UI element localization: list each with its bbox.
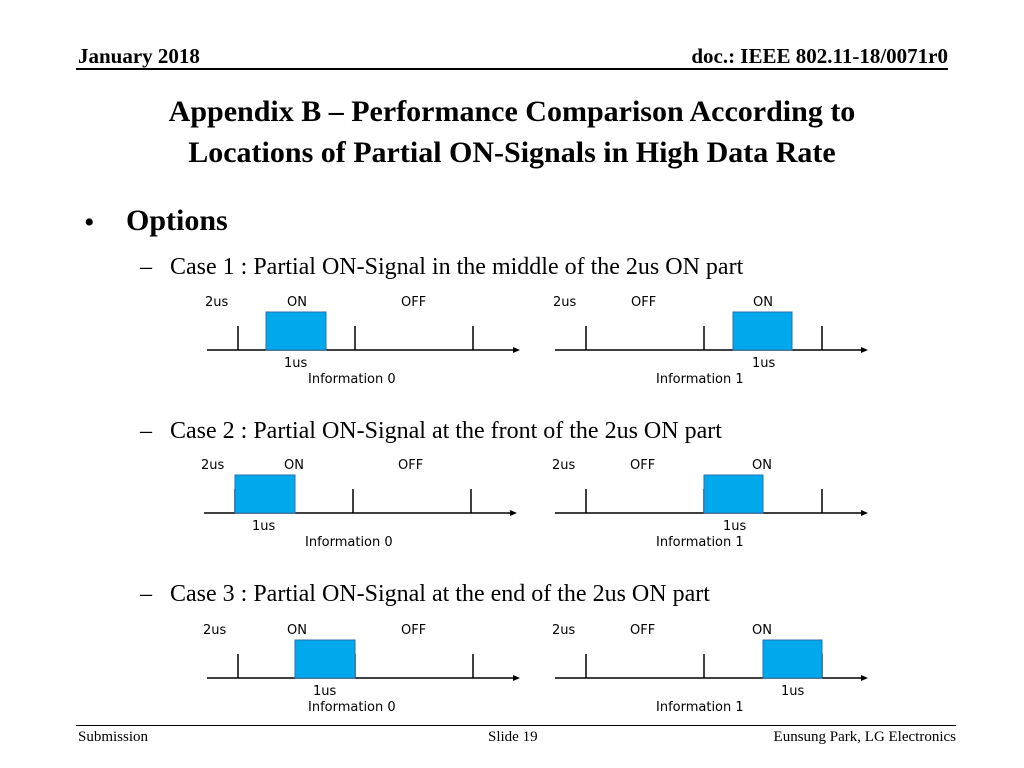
arrow-head-icon	[861, 675, 868, 681]
label-1us: 1us	[252, 519, 276, 534]
case-2-text: Case 2 : Partial ON-Signal at the front …	[170, 418, 722, 444]
bullet-marker: •	[84, 206, 95, 239]
label-1us: 1us	[284, 356, 308, 371]
label-2us: 2us	[552, 623, 576, 638]
label-2us: 2us	[552, 458, 576, 473]
case-3-diagram: 2us ON OFF 1us Information 0 2us OFF ON …	[195, 618, 875, 718]
footer-author: Eunsung Park, LG Electronics	[773, 729, 956, 745]
label-2us: 2us	[203, 623, 227, 638]
case-2-timing-svg: 2us ON OFF 1us Information 0 2us OFF ON …	[201, 458, 868, 550]
on-signal-pulse	[703, 474, 764, 514]
label-2us: 2us	[201, 458, 225, 473]
on-signal-pulse	[294, 639, 356, 679]
case-1-label: – Case 1 : Partial ON-Signal in the middl…	[140, 254, 744, 280]
case-3-label: – Case 3 : Partial ON-Signal at the end o…	[140, 581, 710, 607]
on-signal-pulse	[234, 474, 296, 514]
label-1us: 1us	[752, 356, 776, 371]
case-1-text: Case 1 : Partial ON-Signal in the middle…	[170, 254, 744, 280]
label-off: OFF	[401, 623, 426, 638]
slide-title-line-2: Locations of Partial ON-Signals in High …	[188, 136, 836, 169]
header-doc-id: doc.: IEEE 802.11-18/0071r0	[691, 44, 948, 68]
label-1us: 1us	[723, 519, 747, 534]
on-signal-pulse	[732, 311, 793, 351]
label-off: OFF	[631, 295, 656, 310]
label-off: OFF	[398, 458, 423, 473]
label-2us: 2us	[205, 295, 229, 310]
arrow-head-icon	[513, 675, 520, 681]
label-1us: 1us	[313, 684, 337, 699]
header-date: January 2018	[78, 44, 200, 68]
footer-submission: Submission	[78, 729, 149, 745]
label-on: ON	[287, 295, 307, 310]
arrow-head-icon	[510, 510, 517, 516]
label-on: ON	[752, 458, 772, 473]
header-divider	[76, 68, 948, 70]
on-signal-pulse	[762, 639, 823, 679]
footer-divider	[76, 725, 956, 726]
case-3-text: Case 3 : Partial ON-Signal at the end of…	[170, 581, 710, 607]
label-off: OFF	[630, 458, 655, 473]
label-off: OFF	[401, 295, 426, 310]
case-2-label: – Case 2 : Partial ON-Signal at the front…	[140, 418, 722, 444]
label-information-0: Information 0	[305, 535, 393, 550]
arrow-head-icon	[513, 347, 520, 353]
label-on: ON	[284, 458, 304, 473]
label-1us: 1us	[781, 684, 805, 699]
on-signal-pulse	[265, 311, 327, 351]
case-1-timing-svg: 2us ON OFF 1us Information 0 2us OFF ON …	[205, 295, 868, 387]
case-2-diagram: 2us ON OFF 1us Information 0 2us OFF ON …	[195, 453, 875, 553]
label-information-1: Information 1	[656, 535, 744, 550]
case-1-diagram: 2us ON OFF 1us Information 0 2us OFF ON …	[195, 290, 875, 390]
label-information-0: Information 0	[308, 700, 396, 715]
slide-title: Appendix B – Performance Comparison Acco…	[60, 91, 964, 173]
label-off: OFF	[630, 623, 655, 638]
label-on: ON	[753, 295, 773, 310]
label-2us: 2us	[553, 295, 577, 310]
slide-title-line-1: Appendix B – Performance Comparison Acco…	[168, 95, 856, 128]
label-information-0: Information 0	[308, 372, 396, 387]
label-on: ON	[287, 623, 307, 638]
arrow-head-icon	[861, 347, 868, 353]
footer-slide-number: Slide 19	[488, 729, 538, 745]
arrow-head-icon	[861, 510, 868, 516]
label-information-1: Information 1	[656, 372, 744, 387]
label-information-1: Information 1	[656, 700, 744, 715]
case-3-timing-svg: 2us ON OFF 1us Information 0 2us OFF ON …	[203, 623, 868, 715]
bullet-options: Options	[126, 204, 228, 237]
label-on: ON	[752, 623, 772, 638]
